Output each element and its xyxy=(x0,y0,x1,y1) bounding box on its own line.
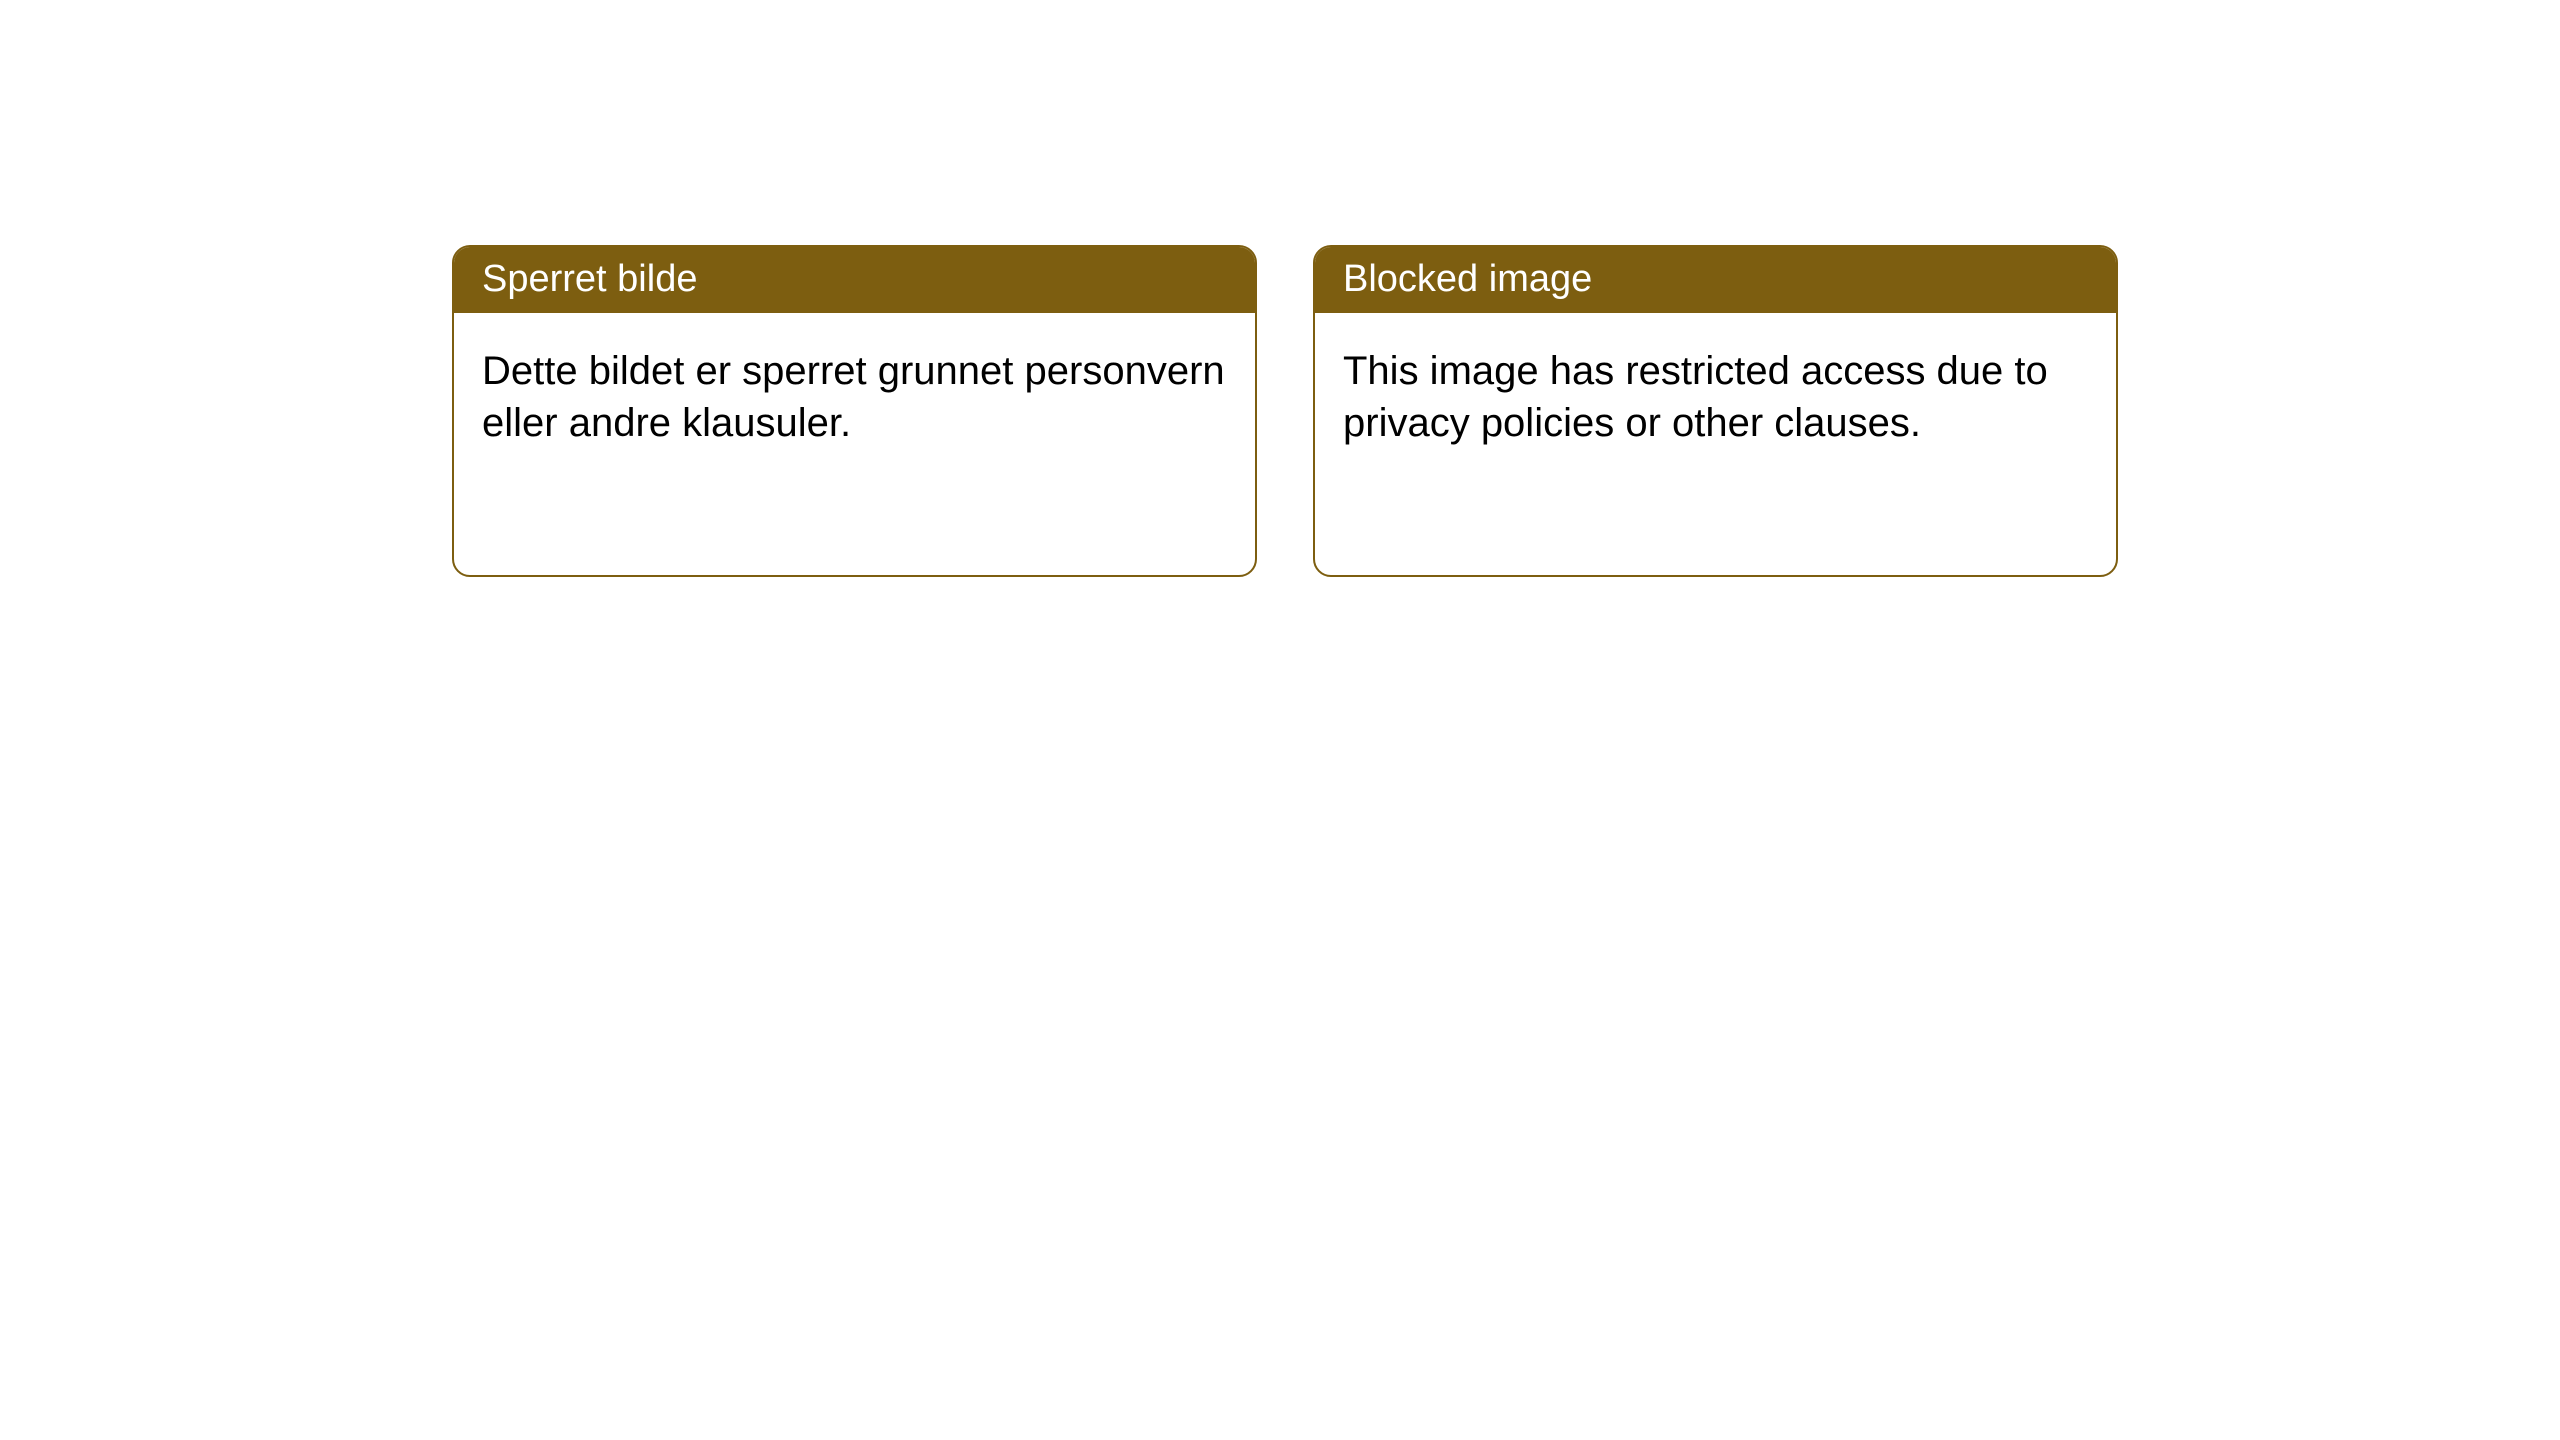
notice-card-norwegian: Sperret bilde Dette bildet er sperret gr… xyxy=(452,245,1257,577)
notice-container: Sperret bilde Dette bildet er sperret gr… xyxy=(0,0,2560,577)
notice-header: Blocked image xyxy=(1315,247,2116,313)
notice-body: Dette bildet er sperret grunnet personve… xyxy=(454,313,1255,481)
notice-body: This image has restricted access due to … xyxy=(1315,313,2116,481)
notice-header: Sperret bilde xyxy=(454,247,1255,313)
notice-card-english: Blocked image This image has restricted … xyxy=(1313,245,2118,577)
